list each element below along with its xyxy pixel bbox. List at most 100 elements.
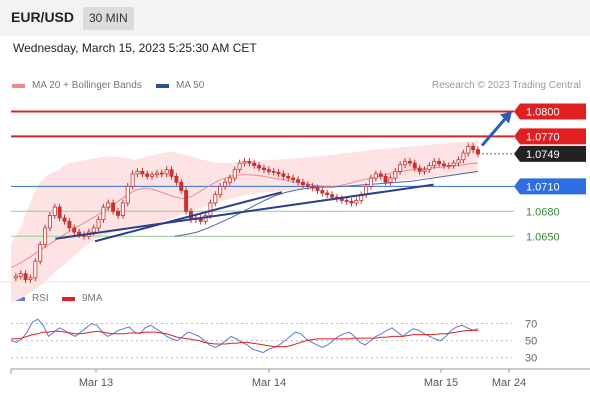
x-tick-label: Mar 24	[492, 377, 526, 389]
level-tag-1-0749	[514, 145, 586, 162]
x-tick-label: Mar 15	[424, 377, 458, 389]
candle-body	[140, 170, 145, 175]
candle-body	[261, 167, 266, 171]
chart-header: EUR/USD 30 MIN	[0, 0, 590, 36]
candle-body	[291, 177, 296, 181]
level-label-1-0749: 1.0749	[526, 149, 560, 161]
candle-body	[52, 206, 57, 216]
legend-label-ma50: MA 50	[176, 80, 205, 91]
candle-body	[325, 192, 330, 196]
legend-swatch-ma50	[156, 83, 169, 88]
legend-ma20-bb: MA 20 + Bollinger Bands	[12, 80, 142, 91]
candle-body	[276, 171, 281, 175]
candle-body	[354, 200, 359, 204]
candle-body	[427, 165, 432, 171]
legend-swatch-9ma	[62, 296, 75, 301]
rsi-tick-70: 70	[525, 319, 537, 331]
candle-body	[310, 185, 315, 189]
candle-body	[213, 194, 218, 204]
candle-body	[33, 260, 38, 279]
candle-body	[266, 169, 271, 172]
symbol-label: EUR/USD	[11, 9, 75, 25]
candle-body	[145, 173, 150, 177]
candle-body	[96, 219, 101, 229]
candle-body	[412, 162, 417, 169]
candle-body	[330, 194, 335, 198]
candle-body	[47, 215, 52, 229]
candle-body	[339, 198, 344, 201]
candle-body	[227, 177, 232, 183]
candle-body	[179, 181, 184, 191]
ma50-line	[174, 170, 479, 237]
x-tick-label: Mar 13	[79, 377, 113, 389]
legend-label-9ma: 9MA	[82, 293, 103, 304]
candle-body	[461, 152, 466, 161]
candle-body	[437, 160, 442, 165]
legend-label-ma20: MA 20 + Bollinger Bands	[32, 80, 142, 91]
candle-body	[223, 181, 228, 187]
candle-body	[344, 200, 349, 202]
level-label-1-0770: 1.0770	[526, 131, 560, 143]
candle-body	[106, 202, 111, 208]
legend-9ma: 9MA	[62, 293, 103, 304]
candle-body	[247, 160, 252, 164]
candle-body	[218, 185, 223, 196]
candle-body	[393, 170, 398, 179]
candle-body	[38, 244, 43, 262]
candle-body	[135, 170, 140, 175]
candle-body	[398, 164, 403, 172]
legend-label-rsi: RSI	[32, 293, 49, 304]
level-label-1-0650: 1.0650	[526, 231, 560, 243]
level-tag-1-0770	[514, 128, 586, 145]
candle-body	[456, 159, 461, 164]
candle-body	[130, 173, 135, 187]
level-label-1-0680: 1.0680	[526, 206, 560, 218]
candle-body	[315, 187, 320, 191]
candle-body	[281, 173, 286, 177]
candle-body	[471, 146, 476, 151]
candle-body	[164, 169, 169, 175]
candle-body	[13, 275, 18, 279]
candle-body	[125, 185, 130, 204]
rsi-line	[10, 318, 479, 354]
timestamp: Wednesday, March 15, 2023 5:25:30 AM CET	[13, 41, 257, 55]
candle-body	[422, 169, 427, 172]
candle-body	[208, 202, 213, 216]
candle-body	[475, 149, 480, 155]
candle-body	[300, 181, 305, 186]
candle-body	[23, 273, 28, 280]
candle-body	[305, 184, 310, 187]
candle-body	[368, 177, 373, 187]
candle-body	[349, 200, 354, 204]
candle-body	[252, 162, 257, 166]
candle-body	[296, 179, 301, 183]
candle-body	[174, 175, 179, 183]
candle-body	[91, 227, 96, 233]
candle-body	[378, 173, 383, 177]
candle-body	[417, 167, 422, 172]
candle-body	[232, 169, 237, 179]
trend-line-1	[55, 183, 434, 240]
candle-body	[67, 220, 72, 229]
candle-body	[150, 174, 155, 177]
candle-body	[407, 160, 412, 164]
candle-body	[169, 169, 174, 177]
candle-body	[18, 273, 23, 277]
level-label-1-0710: 1.0710	[526, 181, 560, 193]
rsi-ma-line	[11, 329, 478, 348]
candle-body	[101, 206, 106, 221]
trend-line-2	[94, 191, 283, 243]
interval-badge[interactable]: 30 MIN	[83, 7, 134, 30]
candle-body	[120, 202, 125, 216]
level-label-1-0800: 1.0800	[526, 106, 560, 118]
candle-body	[441, 163, 446, 166]
candle-body	[451, 162, 456, 166]
x-tick-label: Mar 14	[252, 377, 286, 389]
candle-body	[383, 175, 388, 183]
rsi-tick-50: 50	[525, 336, 537, 348]
target-arrow-shaft	[480, 114, 510, 147]
candle-body	[57, 206, 62, 219]
candle-body	[373, 173, 378, 179]
candle-body	[28, 277, 33, 280]
